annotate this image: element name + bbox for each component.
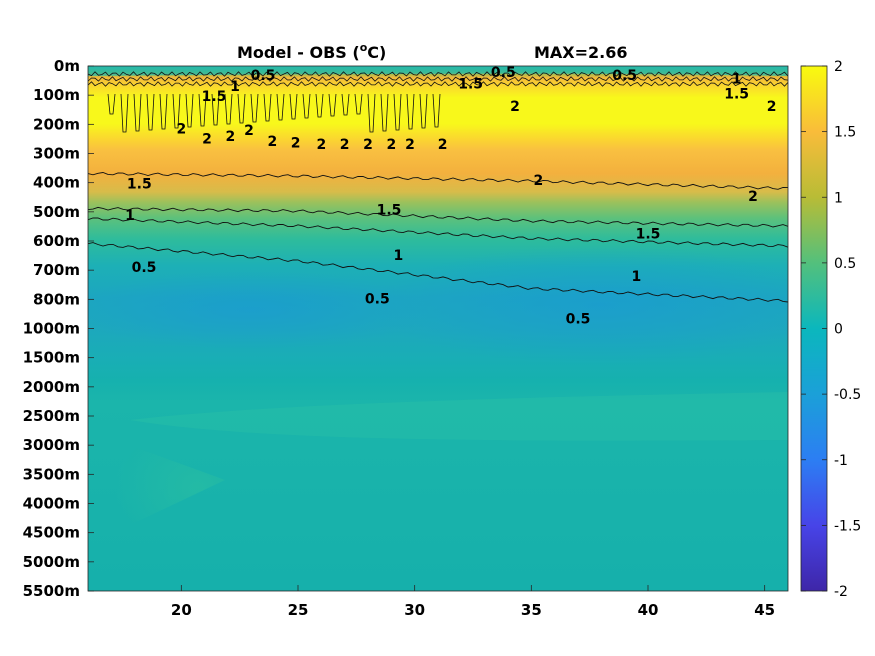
contour-label: 1.5: [377, 203, 402, 219]
y-tick-label: 200m: [33, 115, 80, 133]
colorbar-tick-label: 0: [834, 322, 843, 338]
contour-line: [88, 71, 788, 77]
contour-label: 1: [230, 79, 240, 95]
x-tick-label: 35: [521, 601, 542, 619]
y-axis: 0m 100m 200m 300m 400m 500m 600m 700m 800m 1000m 1…: [23, 57, 94, 600]
colorbar-tick-label: -1: [834, 453, 848, 469]
y-tick-label: 500m: [33, 203, 80, 221]
contour-label: 2: [438, 137, 448, 153]
colorbar-tick-label: 1.5: [834, 125, 856, 141]
chart-subtitle: MAX=2.66: [534, 43, 628, 62]
colorbar-tick-label: -1.5: [834, 518, 861, 534]
contour-line: [88, 206, 788, 228]
contour-label: 2: [202, 132, 212, 148]
x-tick-label: 40: [638, 601, 659, 619]
contour-label: 1: [125, 208, 135, 224]
contour-label: 1: [631, 269, 641, 285]
contour-line: [107, 93, 441, 133]
y-tick-label: 2000m: [23, 378, 80, 396]
y-tick-label: 5500m: [23, 582, 80, 600]
contour-label: 0.5: [365, 292, 390, 308]
y-tick-label: 4500m: [23, 524, 80, 542]
contour-label: 0.5: [612, 68, 637, 84]
y-tick-label: 600m: [33, 232, 80, 250]
y-tick-label: 400m: [33, 174, 80, 192]
colorbar-tick-label: -2: [834, 584, 848, 600]
contour-label: 2: [267, 134, 277, 150]
x-axis: 20 25 30 35 40 45: [171, 585, 775, 619]
contour-label: 2: [291, 136, 301, 152]
contour-line: [88, 81, 788, 87]
contour-label: 0.5: [491, 65, 516, 81]
colorbar-tick-label: -0.5: [834, 387, 861, 403]
contour-label: 2: [363, 137, 373, 153]
y-tick-label: 2500m: [23, 407, 80, 425]
contour-label: 2: [748, 189, 758, 205]
contour-label: 1.5: [636, 227, 661, 243]
contour-line: [88, 242, 788, 303]
y-tick-label: 5000m: [23, 553, 80, 571]
x-tick-label: 45: [754, 601, 775, 619]
contour-line: [88, 76, 788, 82]
contour-lines: [88, 71, 788, 303]
contour-line: [88, 172, 788, 190]
y-tick-label: 1500m: [23, 349, 80, 367]
y-tick-label: 300m: [33, 145, 80, 163]
contour-label: 1.5: [724, 87, 749, 103]
contour-line: [88, 217, 788, 248]
contour-label: 1.5: [458, 77, 483, 93]
y-tick-label: 3000m: [23, 436, 80, 454]
contour-label: 2: [767, 99, 777, 115]
contour-label: 2: [533, 173, 543, 189]
contour-label: 1: [732, 72, 742, 88]
contour-label: 2: [176, 122, 186, 138]
contour-label: 0.5: [251, 68, 276, 84]
contour-label: 1.5: [202, 89, 227, 105]
contour-label: 1.5: [127, 177, 152, 193]
contour-label: 2: [386, 137, 396, 153]
y-tick-label: 3500m: [23, 465, 80, 483]
chart-title: Model - OBS (oC): [237, 41, 386, 62]
y-tick-label: 0m: [54, 57, 80, 75]
colorbar-tick-label: 1: [834, 190, 843, 206]
x-tick-label: 30: [404, 601, 425, 619]
contour-label: 2: [340, 137, 350, 153]
y-tick-label: 100m: [33, 86, 80, 104]
contour-label: 2: [510, 99, 520, 115]
contour-label: 2: [405, 137, 415, 153]
x-tick-label: 25: [288, 601, 309, 619]
y-tick-label: 800m: [33, 290, 80, 308]
contour-label: 1: [393, 248, 403, 264]
heatmap-field: 0.511.522 2 22 2 2 2 2 2 2 21.510.51.510.50.51.52…: [88, 65, 788, 591]
colorbar-ticks: 2 1.5 1 0.5 0 -0.5 -1 -1.5 -2: [801, 59, 861, 600]
y-tick-label: 700m: [33, 261, 80, 279]
contour-label: 0.5: [566, 312, 591, 328]
colorbar-tick-label: 0.5: [834, 256, 856, 272]
contour-labels: 0.511.522 2 22 2 2 2 2 2 2 21.510.51.510.50.51.52…: [125, 65, 777, 328]
contour-label: 2: [225, 129, 235, 145]
x-tick-label: 20: [171, 601, 192, 619]
contour-label: 0.5: [132, 260, 157, 276]
contour-label: 2: [244, 123, 254, 139]
contour-label: 2: [316, 137, 326, 153]
y-tick-label: 1000m: [23, 320, 80, 338]
colorbar-tick-label: 2: [834, 59, 843, 75]
y-tick-label: 4000m: [23, 495, 80, 513]
